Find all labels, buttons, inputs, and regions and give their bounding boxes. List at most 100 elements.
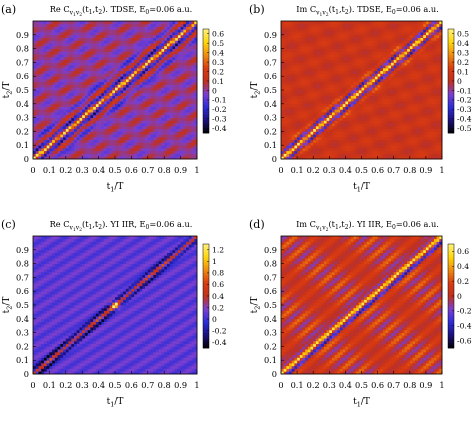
heatmap-cell bbox=[335, 145, 338, 148]
heatmap-cell bbox=[302, 145, 305, 148]
heatmap-cell bbox=[123, 153, 126, 156]
heatmap-cell bbox=[192, 115, 195, 118]
x-axis-label: t1/T bbox=[107, 182, 124, 194]
heatmap-cell bbox=[129, 51, 132, 54]
heatmap-cell bbox=[134, 46, 137, 49]
heatmap-cell bbox=[308, 21, 311, 24]
heatmap-cell bbox=[131, 148, 134, 151]
heatmap-cell bbox=[104, 140, 107, 143]
heatmap-cell bbox=[319, 145, 322, 148]
heatmap-cell bbox=[189, 35, 192, 38]
heatmap-cell bbox=[175, 148, 178, 151]
heatmap-cell bbox=[93, 32, 96, 35]
heatmap-cell bbox=[142, 71, 145, 74]
heatmap-cell bbox=[364, 68, 367, 71]
heatmap-cell bbox=[112, 24, 115, 27]
heatmap-cell bbox=[189, 123, 192, 126]
heatmap-cell bbox=[364, 90, 367, 93]
heatmap-cell bbox=[137, 73, 140, 76]
heatmap-cell bbox=[60, 109, 63, 112]
heatmap-cell bbox=[129, 104, 132, 107]
heatmap-cell bbox=[110, 76, 113, 79]
heatmap-cell bbox=[375, 96, 378, 99]
heatmap-cell bbox=[101, 120, 104, 123]
heatmap-cell bbox=[131, 131, 134, 134]
heatmap-cell bbox=[145, 93, 148, 96]
heatmap-cell bbox=[348, 126, 351, 129]
heatmap-cell bbox=[375, 35, 378, 38]
heatmap-cell bbox=[378, 51, 381, 54]
colorbar-tick-label: -0.4 bbox=[212, 124, 227, 133]
heatmap-cell bbox=[364, 134, 367, 137]
heatmap-cell bbox=[74, 98, 77, 101]
heatmap-cell bbox=[192, 21, 195, 24]
heatmap-cell bbox=[58, 104, 61, 107]
heatmap-cell bbox=[120, 35, 123, 38]
heatmap-cell bbox=[69, 151, 72, 154]
heatmap-cell bbox=[353, 49, 356, 52]
heatmap-cell bbox=[52, 123, 55, 126]
heatmap-cell bbox=[82, 24, 85, 27]
heatmap-cell bbox=[77, 21, 80, 24]
heatmap-cell bbox=[367, 104, 370, 107]
heatmap-cell bbox=[79, 46, 82, 49]
heatmap-cell bbox=[85, 73, 88, 76]
heatmap-cell bbox=[63, 43, 66, 46]
heatmap-cell bbox=[58, 79, 61, 82]
heatmap-cell bbox=[289, 131, 292, 134]
heatmap-cell bbox=[313, 49, 316, 52]
heatmap-cell bbox=[178, 57, 181, 60]
heatmap-cell bbox=[378, 151, 381, 154]
heatmap-cell bbox=[93, 46, 96, 49]
heatmap-cell bbox=[316, 93, 319, 96]
heatmap-cell bbox=[378, 93, 381, 96]
heatmap-cell bbox=[186, 82, 189, 85]
heatmap-cell bbox=[148, 104, 151, 107]
heatmap-cell bbox=[66, 98, 69, 101]
heatmap-cell bbox=[375, 76, 378, 79]
heatmap-cell bbox=[343, 82, 346, 85]
heatmap-cell bbox=[353, 76, 356, 79]
heatmap-cell bbox=[313, 43, 316, 46]
heatmap-cell bbox=[47, 142, 50, 145]
heatmap-cell bbox=[77, 84, 80, 87]
heatmap-cell bbox=[142, 107, 145, 110]
heatmap-cell bbox=[63, 29, 66, 32]
heatmap-cell bbox=[372, 60, 375, 63]
heatmap-cell bbox=[286, 73, 289, 76]
heatmap-cell bbox=[131, 43, 134, 46]
heatmap-cell bbox=[284, 38, 287, 41]
heatmap-cell bbox=[186, 62, 189, 65]
heatmap-cell bbox=[302, 123, 305, 126]
heatmap-cell bbox=[112, 104, 115, 107]
heatmap-cell bbox=[107, 29, 110, 32]
heatmap-cell bbox=[380, 137, 383, 140]
heatmap-cell bbox=[183, 126, 186, 129]
heatmap-cell bbox=[96, 76, 99, 79]
heatmap-cell bbox=[297, 84, 300, 87]
heatmap-cell bbox=[153, 140, 156, 143]
heatmap-cell bbox=[36, 151, 39, 154]
heatmap-cell bbox=[126, 32, 129, 35]
heatmap-cell bbox=[99, 57, 102, 60]
heatmap-cell bbox=[55, 126, 58, 129]
heatmap-cell bbox=[148, 35, 151, 38]
heatmap-cell bbox=[110, 38, 113, 41]
heatmap-cell bbox=[281, 134, 284, 137]
heatmap-cell bbox=[66, 148, 69, 151]
heatmap-cell bbox=[289, 73, 292, 76]
heatmap-cell bbox=[159, 90, 162, 93]
heatmap-cell bbox=[362, 129, 365, 132]
heatmap-cell bbox=[148, 21, 151, 24]
heatmap-cell bbox=[340, 68, 343, 71]
heatmap-cell bbox=[178, 32, 181, 35]
heatmap-cell bbox=[120, 68, 123, 71]
heatmap-cell bbox=[327, 120, 330, 123]
heatmap-cell bbox=[77, 148, 80, 151]
colorbar-step bbox=[203, 50, 209, 53]
heatmap-cell bbox=[286, 84, 289, 87]
heatmap-cell bbox=[104, 73, 107, 76]
heatmap-cell bbox=[289, 118, 292, 121]
heatmap-cell bbox=[82, 96, 85, 99]
heatmap-cell bbox=[115, 51, 118, 54]
